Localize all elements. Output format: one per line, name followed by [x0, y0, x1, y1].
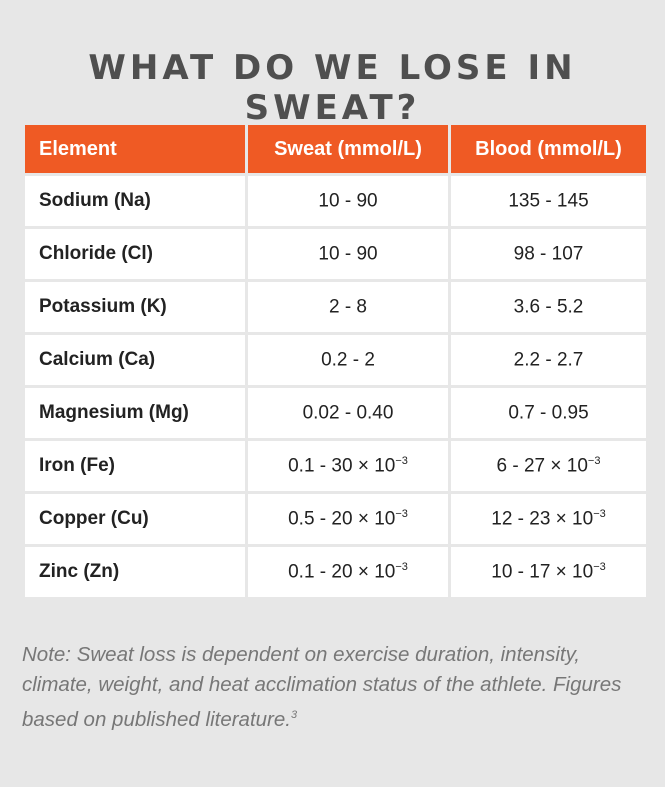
element-cell: Magnesium (Mg) — [25, 388, 245, 438]
element-cell-value: Sodium (Na) — [39, 190, 151, 211]
sweat-cell-exponent: −3 — [395, 560, 408, 573]
sweat-cell-exponent: −3 — [395, 507, 408, 520]
element-cell-value: Magnesium (Mg) — [39, 402, 189, 423]
blood-cell: 10 - 17 × 10−3 — [451, 547, 646, 597]
blood-cell-value: 2.2 - 2.7 — [513, 349, 584, 371]
element-cell: Zinc (Zn) — [25, 547, 245, 597]
blood-cell-exponent: −3 — [587, 454, 601, 467]
sweat-cell-value: 0.5 - 20 × 10 — [288, 508, 396, 530]
sweat-cell: 10 - 90 — [248, 176, 448, 226]
sweat-cell-value: 10 - 90 — [318, 190, 378, 212]
table-row: Iron (Fe) 0.1 - 30 × 10−3 6 - 27 × 10−3 — [25, 441, 646, 491]
blood-cell-value: 12 - 23 × 10 — [491, 508, 594, 530]
element-cell-value: Zinc (Zn) — [39, 561, 120, 582]
sweat-cell: 0.02 - 0.40 — [248, 388, 448, 438]
sweat-cell: 2 - 8 — [248, 282, 448, 332]
header-blood: Blood (mmol/L) — [451, 125, 646, 173]
sweat-cell: 0.1 - 30 × 10−3 — [248, 441, 448, 491]
page-title: WHAT DO WE LOSE IN SWEAT? — [88, 48, 577, 128]
footnote-ref: 3 — [290, 709, 298, 721]
blood-cell-value: 3.6 - 5.2 — [513, 296, 584, 318]
blood-cell: 0.7 - 0.95 — [451, 388, 646, 438]
header-sweat: Sweat (mmol/L) — [248, 125, 448, 173]
blood-cell: 98 - 107 — [451, 229, 646, 279]
blood-cell: 135 - 145 — [451, 176, 646, 226]
element-cell: Iron (Fe) — [25, 441, 245, 491]
header-element: Element — [25, 125, 245, 173]
blood-cell-value: 98 - 107 — [513, 243, 584, 265]
blood-cell-value: 6 - 27 × 10 — [496, 455, 588, 477]
element-cell: Sodium (Na) — [25, 176, 245, 226]
element-cell-value: Iron (Fe) — [39, 455, 115, 476]
footnote: Note: Sweat loss is dependent on exercis… — [22, 640, 652, 735]
sweat-cell-value: 0.2 - 2 — [321, 349, 375, 371]
sweat-cell-value: 0.1 - 30 × 10 — [288, 455, 396, 477]
footnote-text: Note: Sweat loss is dependent on exercis… — [22, 643, 622, 731]
element-cell: Potassium (K) — [25, 282, 245, 332]
sweat-cell-exponent: −3 — [395, 454, 408, 467]
sweat-cell-value: 0.1 - 20 × 10 — [288, 561, 396, 583]
sweat-cell-value: 2 - 8 — [328, 296, 368, 318]
element-cell: Calcium (Ca) — [25, 335, 245, 385]
blood-cell-value: 135 - 145 — [508, 190, 589, 212]
blood-cell-value: 10 - 17 × 10 — [491, 561, 594, 583]
element-cell-value: Chloride (Cl) — [39, 243, 153, 264]
blood-cell-exponent: −3 — [593, 507, 606, 520]
table-row: Zinc (Zn) 0.1 - 20 × 10−3 10 - 17 × 10−3 — [25, 547, 646, 597]
blood-cell: 12 - 23 × 10−3 — [451, 494, 646, 544]
sweat-cell-value: 0.02 - 0.40 — [302, 402, 394, 424]
element-cell: Copper (Cu) — [25, 494, 245, 544]
sweat-cell: 0.5 - 20 × 10−3 — [248, 494, 448, 544]
table-row: Magnesium (Mg) 0.02 - 0.40 0.7 - 0.95 — [25, 388, 646, 438]
table-row: Sodium (Na) 10 - 90 135 - 145 — [25, 176, 646, 226]
table-row: Potassium (K) 2 - 8 3.6 - 5.2 — [25, 282, 646, 332]
element-cell: Chloride (Cl) — [25, 229, 245, 279]
table-row: Calcium (Ca) 0.2 - 2 2.2 - 2.7 — [25, 335, 646, 385]
blood-cell: 3.6 - 5.2 — [451, 282, 646, 332]
element-cell-value: Copper (Cu) — [39, 508, 149, 529]
blood-cell-value: 0.7 - 0.95 — [508, 402, 589, 424]
table-row: Chloride (Cl) 10 - 90 98 - 107 — [25, 229, 646, 279]
blood-cell: 2.2 - 2.7 — [451, 335, 646, 385]
element-cell-value: Calcium (Ca) — [39, 349, 156, 370]
element-cell-value: Potassium (K) — [39, 296, 167, 317]
blood-cell: 6 - 27 × 10−3 — [451, 441, 646, 491]
sweat-cell-value: 10 - 90 — [318, 243, 378, 265]
sweat-cell: 10 - 90 — [248, 229, 448, 279]
electrolyte-table: Element Sweat (mmol/L) Blood (mmol/L) So… — [22, 122, 649, 600]
sweat-cell: 0.1 - 20 × 10−3 — [248, 547, 448, 597]
blood-cell-exponent: −3 — [593, 560, 606, 573]
sweat-cell: 0.2 - 2 — [248, 335, 448, 385]
table-header-row: Element Sweat (mmol/L) Blood (mmol/L) — [25, 125, 646, 173]
table-row: Copper (Cu) 0.5 - 20 × 10−3 12 - 23 × 10−3 — [25, 494, 646, 544]
